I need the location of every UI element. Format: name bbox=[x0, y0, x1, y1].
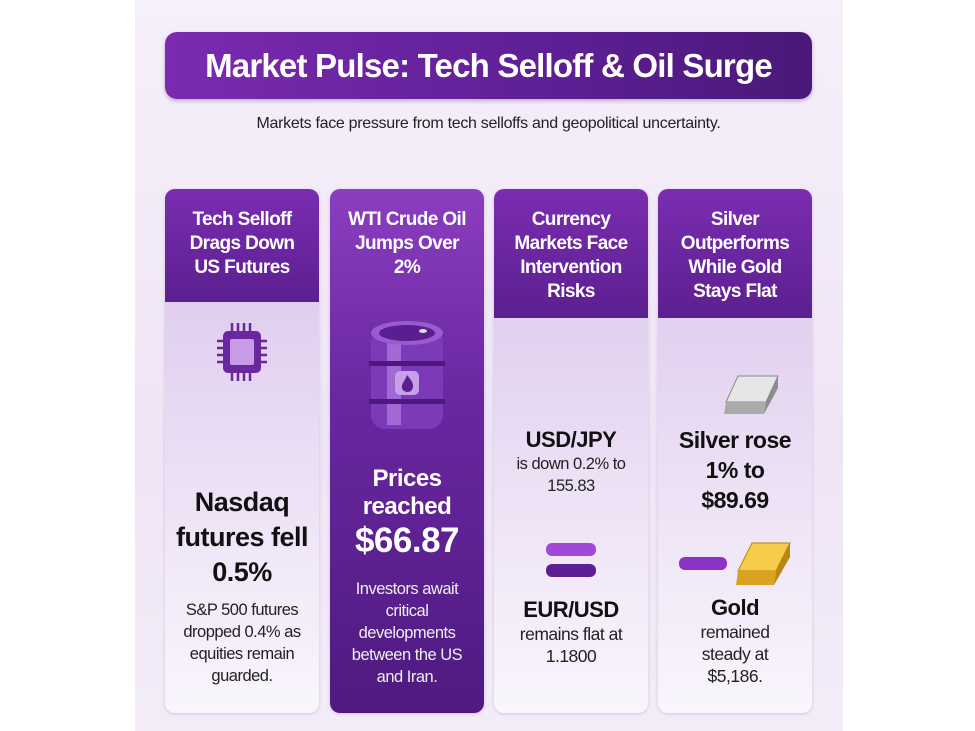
dash-icon bbox=[679, 557, 727, 570]
silver-bar-icon bbox=[724, 375, 779, 414]
equals-icon bbox=[546, 543, 596, 577]
page-title: Market Pulse: Tech Selloff & Oil Surge bbox=[165, 32, 812, 99]
gold-text: remained steady at $5,186. bbox=[700, 622, 770, 686]
card-heading: Tech Selloff Drags Down US Futures bbox=[165, 189, 319, 302]
prices-label: Prices reached bbox=[362, 465, 452, 520]
eurusd-detail: remains flat at 1.1800 bbox=[519, 624, 623, 666]
card-currency: Currency Markets Face Intervention Risks… bbox=[494, 189, 648, 713]
card-heading: Currency Markets Face Intervention Risks bbox=[494, 189, 648, 318]
card-tech-selloff: Tech Selloff Drags Down US Futures Nasda… bbox=[165, 189, 319, 713]
card-wti-crude: WTI Crude Oil Jumps Over 2% Prices reach… bbox=[330, 189, 484, 713]
page-subtitle: Markets face pressure from tech selloffs… bbox=[256, 115, 721, 132]
wti-price-value: $66.87 bbox=[354, 521, 460, 560]
eurusd-label: EUR/USD bbox=[523, 597, 619, 622]
oil-barrel-icon bbox=[369, 321, 445, 429]
sp500-detail: S&P 500 futures dropped 0.4% as equities… bbox=[183, 601, 301, 685]
usdjpy-label: USD/JPY bbox=[525, 427, 617, 452]
gold-bar-icon bbox=[736, 542, 791, 585]
silver-text: Silver rose 1% to $89.69 bbox=[678, 427, 792, 513]
nasdaq-headline: Nasdaq futures fell 0.5% bbox=[175, 487, 309, 587]
card-heading: WTI Crude Oil Jumps Over 2% bbox=[348, 209, 466, 278]
usdjpy-detail: is down 0.2% to 155.83 bbox=[516, 455, 626, 495]
investors-detail: Investors await critical developments be… bbox=[351, 580, 463, 686]
card-heading: Silver Outperforms While Gold Stays Flat bbox=[658, 189, 812, 318]
microchip-icon bbox=[217, 323, 267, 381]
card-metals: Silver Outperforms While Gold Stays Flat… bbox=[658, 189, 812, 713]
gold-label: Gold bbox=[710, 595, 760, 620]
